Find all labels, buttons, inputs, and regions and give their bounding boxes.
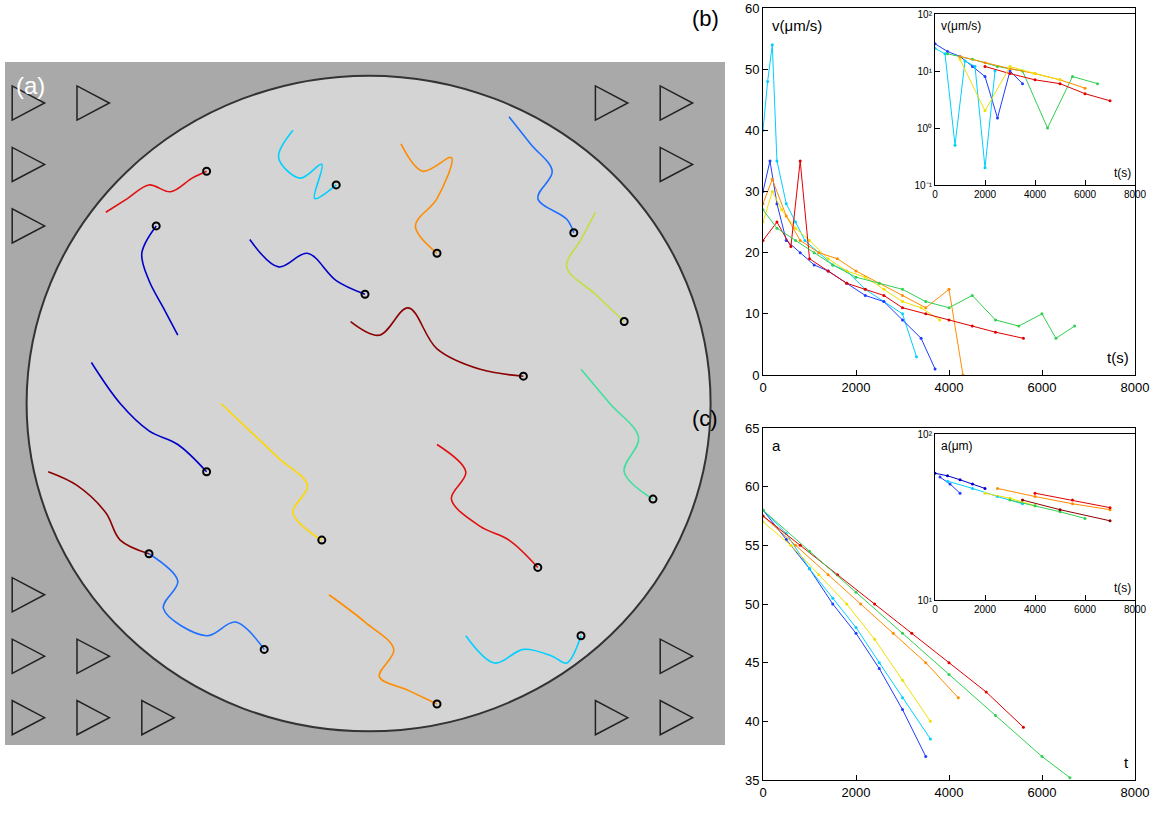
svg-text:10⁻¹: 10⁻¹ xyxy=(915,180,933,191)
svg-text:60: 60 xyxy=(745,479,759,494)
svg-text:6000: 6000 xyxy=(1028,785,1057,800)
svg-text:0: 0 xyxy=(932,604,938,615)
svg-text:a(μm): a(μm) xyxy=(941,439,973,453)
svg-text:2000: 2000 xyxy=(842,785,871,800)
svg-text:30: 30 xyxy=(745,184,759,199)
svg-text:6000: 6000 xyxy=(1074,604,1097,615)
svg-text:55: 55 xyxy=(745,538,759,553)
svg-text:65: 65 xyxy=(745,421,759,436)
svg-text:50: 50 xyxy=(745,62,759,77)
svg-text:40: 40 xyxy=(745,123,759,138)
svg-text:4000: 4000 xyxy=(935,380,964,395)
svg-text:4000: 4000 xyxy=(935,785,964,800)
svg-text:t(s): t(s) xyxy=(1114,581,1131,595)
svg-text:0: 0 xyxy=(759,785,766,800)
svg-text:45: 45 xyxy=(745,655,759,670)
svg-text:0: 0 xyxy=(932,189,938,200)
svg-text:0: 0 xyxy=(752,368,759,383)
svg-text:20: 20 xyxy=(745,245,759,260)
svg-text:10²: 10² xyxy=(918,9,933,20)
svg-text:40: 40 xyxy=(745,714,759,729)
svg-text:v(μm/s): v(μm/s) xyxy=(772,17,822,34)
svg-text:t: t xyxy=(1124,754,1129,771)
svg-text:0: 0 xyxy=(759,380,766,395)
svg-text:v(μm/s): v(μm/s) xyxy=(941,19,981,33)
svg-text:t(s): t(s) xyxy=(1114,166,1131,180)
svg-text:8000: 8000 xyxy=(1124,604,1147,615)
svg-text:8000: 8000 xyxy=(1124,189,1147,200)
svg-text:a: a xyxy=(772,437,781,454)
svg-text:10¹: 10¹ xyxy=(918,66,933,77)
svg-text:8000: 8000 xyxy=(1121,785,1150,800)
svg-text:35: 35 xyxy=(745,773,759,788)
svg-text:4000: 4000 xyxy=(1024,189,1047,200)
svg-text:6000: 6000 xyxy=(1074,189,1097,200)
svg-text:(c): (c) xyxy=(692,406,718,431)
svg-text:2000: 2000 xyxy=(842,380,871,395)
svg-text:60: 60 xyxy=(745,1,759,16)
svg-text:6000: 6000 xyxy=(1028,380,1057,395)
svg-text:10: 10 xyxy=(745,306,759,321)
svg-text:t(s): t(s) xyxy=(1107,349,1129,366)
svg-text:4000: 4000 xyxy=(1024,604,1047,615)
svg-text:50: 50 xyxy=(745,597,759,612)
svg-text:2000: 2000 xyxy=(974,189,997,200)
svg-text:2000: 2000 xyxy=(974,604,997,615)
svg-text:(a): (a) xyxy=(16,72,45,99)
svg-text:10¹: 10¹ xyxy=(918,595,933,606)
svg-text:10²: 10² xyxy=(918,429,933,440)
svg-text:10⁰: 10⁰ xyxy=(917,123,932,134)
svg-text:8000: 8000 xyxy=(1121,380,1150,395)
svg-text:(b): (b) xyxy=(692,6,719,31)
